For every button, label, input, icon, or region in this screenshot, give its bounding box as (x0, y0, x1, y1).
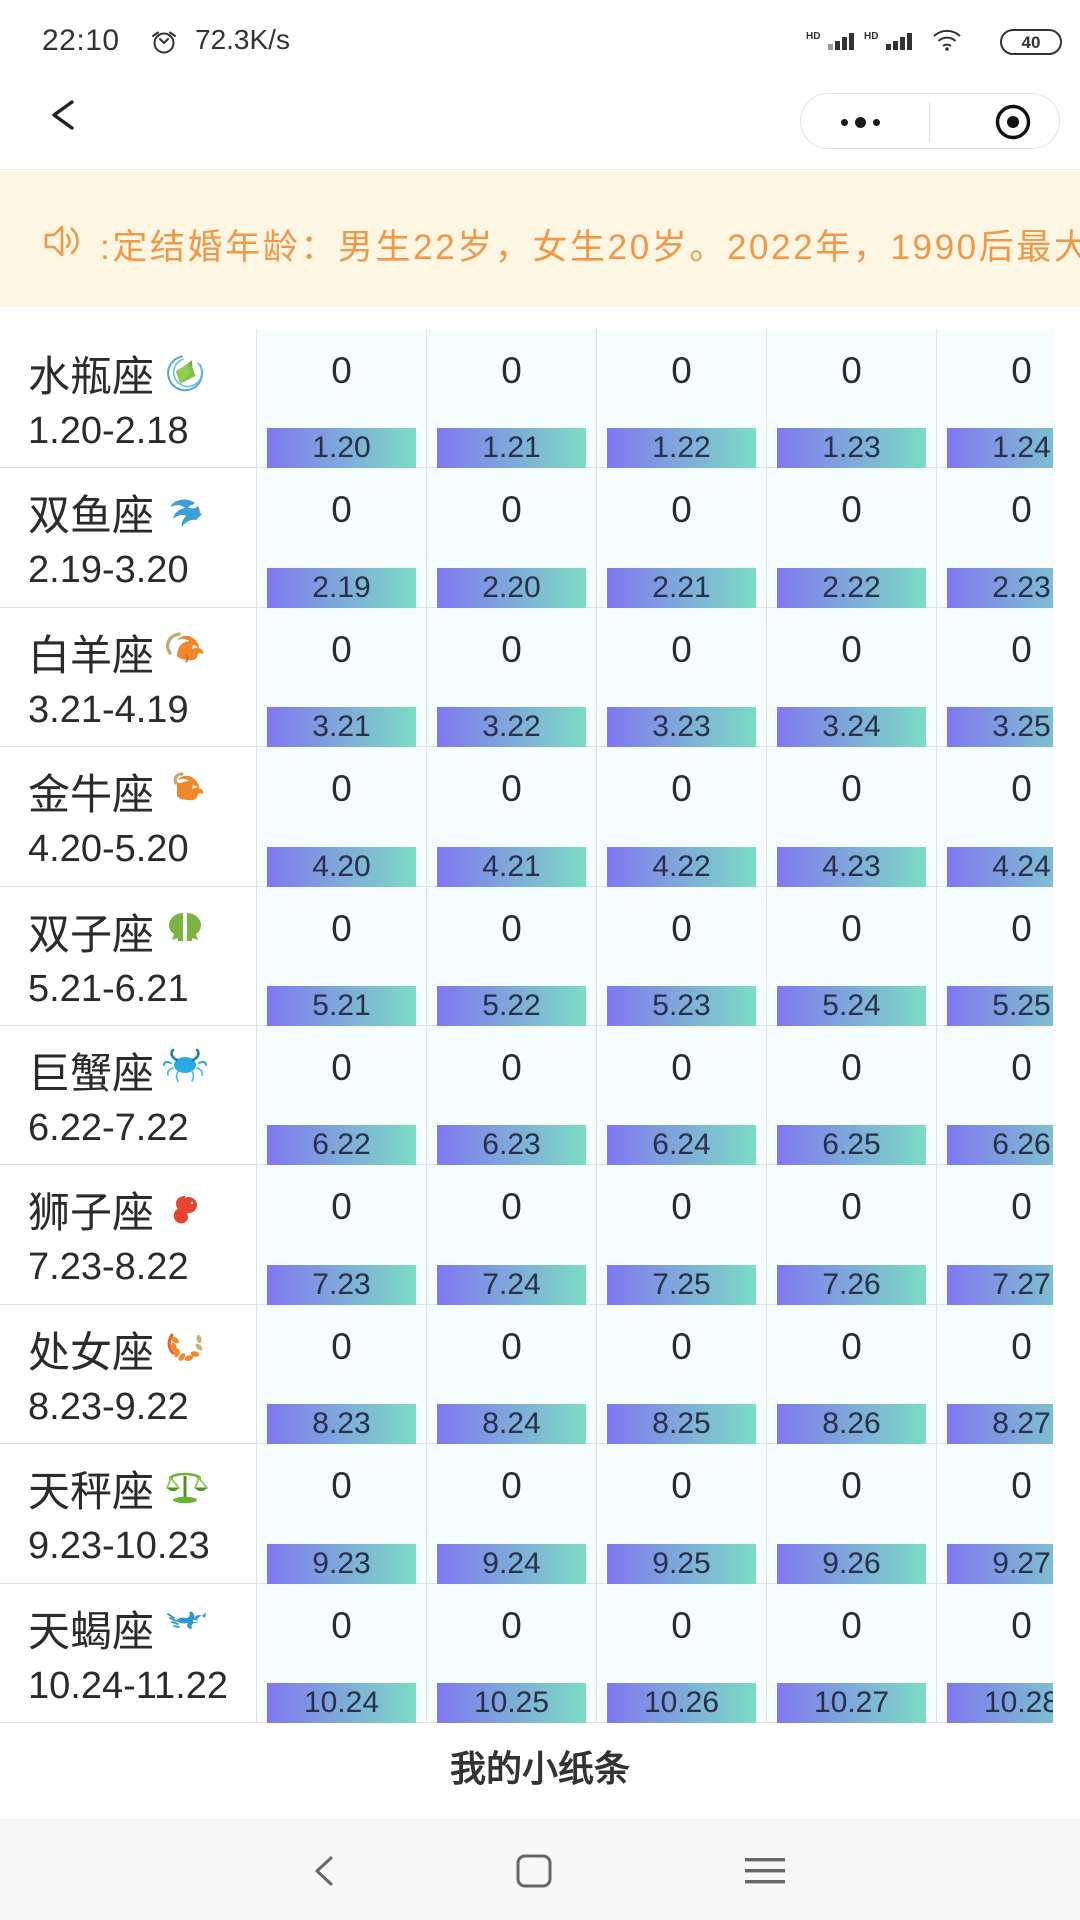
svg-text:HD: HD (806, 31, 820, 42)
svg-text:HD: HD (864, 31, 878, 42)
